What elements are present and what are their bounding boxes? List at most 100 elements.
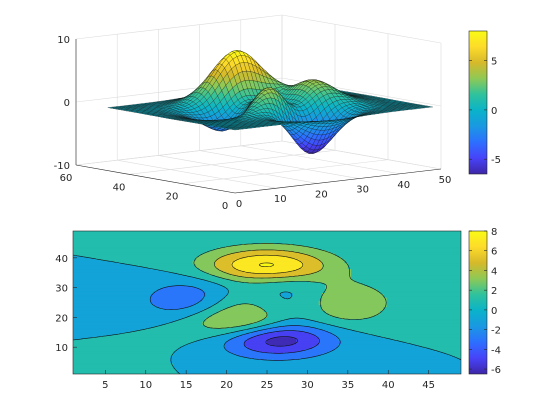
contour-band-cell bbox=[73, 312, 200, 314]
contour-band-cell bbox=[73, 365, 174, 368]
contour-band-cell bbox=[380, 335, 461, 338]
contour-band-cell bbox=[267, 343, 297, 345]
contour-band-cell bbox=[370, 316, 461, 319]
contour-band-cell bbox=[170, 362, 461, 364]
contour-band-cell bbox=[386, 303, 461, 306]
contour-band-cell bbox=[73, 332, 126, 335]
contour-band-cell bbox=[351, 270, 461, 273]
contour-band-cell bbox=[357, 282, 461, 285]
contour-band-cell bbox=[383, 308, 461, 311]
contour-band-cell bbox=[73, 241, 461, 244]
contour-band-cell bbox=[170, 357, 249, 360]
contour-band-cell bbox=[202, 289, 229, 292]
contour-band-cell bbox=[318, 321, 461, 324]
contour-band-cell bbox=[228, 290, 326, 293]
contour-band-cell bbox=[73, 278, 203, 281]
contour-band-cell bbox=[237, 258, 297, 261]
contour-band-cell bbox=[73, 340, 197, 343]
contour-band-cell bbox=[157, 269, 200, 271]
contour-band-cell bbox=[257, 321, 278, 324]
contour-band-cell bbox=[218, 258, 239, 261]
contour-band-cell bbox=[182, 317, 207, 320]
contour-band-cell bbox=[270, 327, 317, 330]
contour-line bbox=[243, 330, 320, 354]
contour-band-cell bbox=[224, 345, 245, 348]
contour-band-cell bbox=[341, 341, 407, 344]
contour-band-cell bbox=[73, 247, 220, 250]
contour-band-cell bbox=[302, 265, 323, 268]
contour-band-cell bbox=[260, 242, 275, 245]
contour-band-cell bbox=[73, 261, 119, 264]
contour-band-cell bbox=[357, 331, 461, 333]
contour-y-tick-label: 30 bbox=[55, 284, 68, 295]
contour-band-cell bbox=[218, 302, 320, 305]
contour-band-cell bbox=[254, 327, 271, 330]
contour-band-cell bbox=[221, 256, 249, 258]
contour-band-cell bbox=[347, 328, 461, 331]
contour-band-cell bbox=[73, 233, 461, 236]
contour-band-cell bbox=[179, 273, 210, 276]
contour-band-cell bbox=[351, 273, 461, 276]
contour-band-cell bbox=[292, 294, 323, 296]
colorbar-tick-label: 0 bbox=[491, 306, 497, 317]
contour-band-cell bbox=[73, 276, 194, 279]
contour-band-cell bbox=[305, 253, 336, 256]
contour-band-cell bbox=[247, 346, 313, 349]
contour-band-cell bbox=[380, 313, 461, 316]
contour-band-cell bbox=[334, 334, 375, 337]
contour-band-cell bbox=[386, 298, 461, 301]
contour-band-cell bbox=[247, 323, 268, 326]
contour-band-cell bbox=[338, 346, 423, 349]
contour-band-cell bbox=[234, 267, 300, 270]
contour-band-cell bbox=[418, 345, 461, 348]
colorbar-tick-label: -6 bbox=[491, 365, 501, 376]
contour-band-cell bbox=[73, 317, 184, 320]
contour-band-cell bbox=[215, 275, 236, 277]
contour-band-cell bbox=[153, 292, 207, 295]
contour-band-cell bbox=[279, 326, 310, 329]
contour-band-cell bbox=[73, 371, 178, 374]
contour-band-cell bbox=[389, 338, 461, 341]
contour-band-cell bbox=[215, 260, 236, 263]
contour-band-cell bbox=[215, 263, 233, 265]
contour-band-cell bbox=[354, 279, 461, 282]
contour-band-cell bbox=[73, 319, 181, 321]
contour-band-cell bbox=[189, 285, 223, 288]
contour-band-cell bbox=[73, 267, 152, 270]
contour-band-cell bbox=[228, 351, 262, 354]
contour-band-cell bbox=[202, 297, 226, 300]
contour-band-cell bbox=[309, 254, 336, 257]
contour-band-cell bbox=[231, 279, 355, 282]
contour-band-cell bbox=[309, 319, 461, 321]
contour-band-cell bbox=[124, 263, 194, 265]
contour-band-cell bbox=[263, 310, 326, 313]
contour-band-cell bbox=[179, 319, 207, 321]
contour-band-cell bbox=[224, 333, 245, 336]
contour-band-cell bbox=[263, 328, 320, 331]
contour-band-cell bbox=[263, 325, 291, 327]
contour-band-cell bbox=[73, 313, 197, 316]
contour-band-cell bbox=[73, 316, 187, 319]
contour-band-cell bbox=[250, 348, 307, 351]
contour-band-cell bbox=[318, 270, 352, 273]
contour-band-cell bbox=[221, 270, 242, 273]
contour-band-cell bbox=[205, 325, 242, 327]
contour-band-cell bbox=[73, 294, 152, 296]
contour-band-cell bbox=[73, 344, 187, 346]
contour-band-cell bbox=[299, 252, 333, 255]
contour-band-cell bbox=[73, 297, 152, 300]
contour-band-cell bbox=[199, 301, 220, 304]
contour-band-cell bbox=[150, 296, 203, 299]
contour-band-cell bbox=[195, 258, 220, 261]
contour-band-cell bbox=[73, 343, 190, 345]
contour-band-cell bbox=[325, 287, 372, 289]
contour-band-cell bbox=[318, 343, 342, 345]
contour-band-cell bbox=[73, 254, 77, 257]
contour-band-cell bbox=[118, 261, 194, 264]
contour-band-cell bbox=[208, 307, 229, 310]
contour-band-cell bbox=[73, 259, 103, 262]
contour-band-cell bbox=[328, 251, 461, 254]
contour-band-cell bbox=[331, 315, 375, 318]
contour-band-cell bbox=[202, 310, 220, 313]
contour-band-cell bbox=[73, 359, 171, 362]
